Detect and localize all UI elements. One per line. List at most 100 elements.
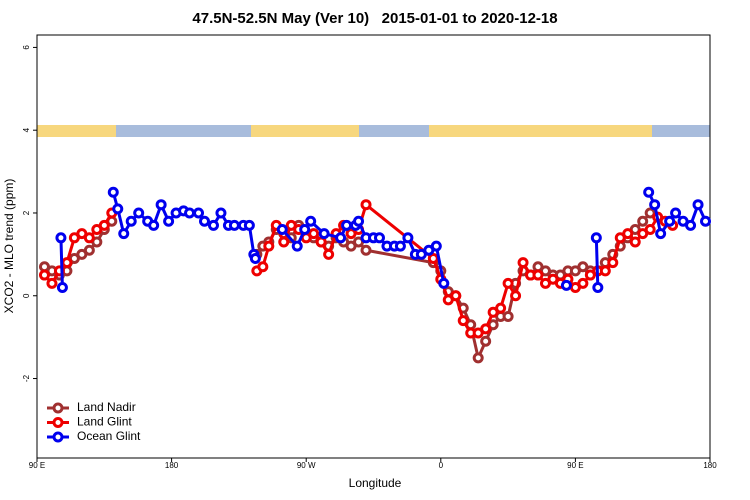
data-point [318,228,330,240]
legend-swatch [52,417,64,428]
y-tick-label: 0 [22,293,31,298]
data-point [323,248,335,260]
data-point [402,232,414,244]
data-point [495,302,507,314]
data-point [430,240,442,252]
chart-title: 47.5N-52.5N May (Ver 10) 2015-01-01 to 2… [192,10,557,27]
legend-label: Ocean Glint [77,429,141,443]
data-point [118,228,130,240]
data-point [199,215,211,227]
x-tick-label: 180 [703,461,717,470]
data-point [480,335,492,347]
data-point [112,203,124,215]
y-tick-label: 4 [22,127,31,132]
data-point [193,207,205,219]
legend-swatch [52,431,64,443]
data-point [308,228,320,240]
data-point [278,236,290,248]
data-point [249,253,261,265]
data-point [480,323,492,335]
data-point [394,240,406,252]
data-point [643,186,655,198]
data-point [607,257,619,269]
y-tick-label: 6 [22,45,31,50]
data-point [438,277,450,289]
data-point [215,207,227,219]
data-point [56,281,68,293]
data-point [133,207,145,219]
data-point [685,219,697,231]
y-axis-label: XCO2 - MLO trend (ppm) [2,179,16,314]
data-point [532,269,544,281]
data-point [517,257,529,269]
data-point [341,219,353,231]
plot-frame [36,34,711,459]
data-point [305,215,317,227]
land-band [251,125,359,137]
data-point [360,199,372,211]
data-point [450,290,462,302]
data-point [155,199,167,211]
data-point [510,290,522,302]
data-point [299,224,311,236]
land-band [429,125,652,137]
data-point [373,232,385,244]
legend-swatch [52,402,64,414]
x-tick-label: 0 [439,461,444,470]
y-tick-label: 2 [22,210,31,215]
data-point [472,352,484,364]
data-point [276,224,288,236]
data-point [502,277,514,289]
data-point [243,219,255,231]
data-point [664,215,676,227]
data-point [83,232,95,244]
data-point [257,261,269,273]
data-point [457,315,469,327]
data-point [599,265,611,277]
data-point [83,244,95,256]
data-point [263,240,275,252]
series [55,186,712,293]
data-point [353,215,365,227]
data-point [335,232,347,244]
data-point [107,186,119,198]
data-point [207,219,219,231]
data-point [629,236,641,248]
data-point [655,228,667,240]
data-point [46,277,58,289]
data-point [291,240,303,252]
data-point [560,279,572,291]
data-point [55,232,67,244]
x-axis-label: Longitude [349,476,402,490]
data-point [184,207,196,219]
data-point [228,219,240,231]
legend-label: Land Nadir [77,400,136,414]
x-tick-label: 90 E [567,461,583,470]
data-point [502,310,514,322]
y-tick-label: -2 [22,374,31,382]
x-tick-label: 180 [165,461,179,470]
x-tick-label: 90 E [29,461,45,470]
data-point [637,215,649,227]
data-point [61,257,73,269]
data-point [700,215,712,227]
data-point [98,219,110,231]
data-point [125,215,137,227]
legend-label: Land Glint [77,415,132,429]
data-point [590,232,602,244]
data-point [649,199,661,211]
data-point [670,207,682,219]
x-tick-label: 90 W [297,461,316,470]
data-point [622,228,634,240]
data-point [577,277,589,289]
data-point [148,219,160,231]
data-point [427,253,439,265]
data-point [592,281,604,293]
data-point [360,244,372,256]
data-point [692,199,704,211]
land-band [37,125,116,137]
data-point [644,224,656,236]
data-point [163,215,175,227]
